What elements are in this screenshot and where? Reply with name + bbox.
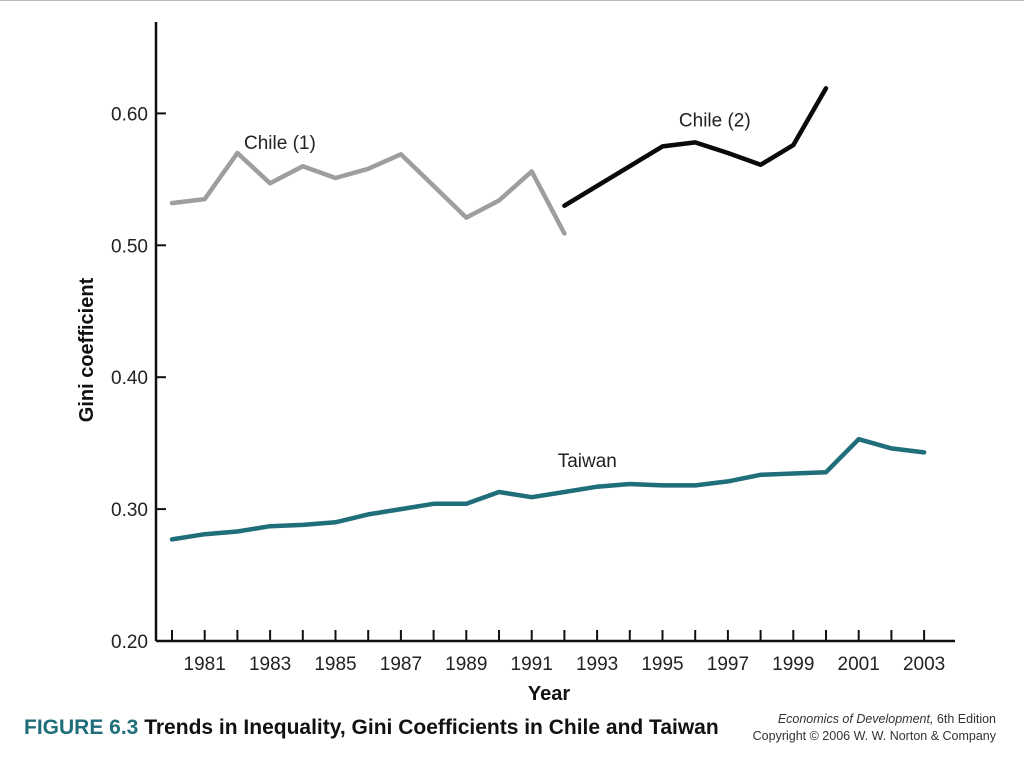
x-tick-label: 1983 bbox=[249, 654, 291, 675]
publisher-credit: Economics of Development, 6th Edition Co… bbox=[753, 711, 996, 745]
book-title: Economics of Development, bbox=[777, 712, 934, 726]
top-border bbox=[0, 0, 1024, 1]
x-tick-label: 2003 bbox=[903, 654, 945, 675]
copyright-line: Copyright © 2006 W. W. Norton & Company bbox=[752, 729, 996, 743]
y-tick-label: 0.50 bbox=[111, 236, 148, 257]
axes bbox=[154, 22, 955, 643]
x-tick-label: 1989 bbox=[445, 654, 487, 675]
x-tick-label: 1985 bbox=[314, 654, 356, 675]
gini-line-chart: 0.200.300.400.500.60 1981 1983 1985 1987 198… bbox=[76, 22, 955, 700]
book-line: Economics of Development, 6th Edition bbox=[753, 711, 996, 728]
series-lines bbox=[169, 86, 927, 542]
series-label-chile-2: Chile (2) bbox=[679, 111, 751, 132]
figure-caption: FIGURE 6.3 Trends in Inequality, Gini Co… bbox=[24, 716, 719, 740]
y-axis-ticks: 0.20 0.30 0.40 0.50 0.60 bbox=[111, 104, 166, 653]
x-axis-ticks: 1981 1983 1985 1987 1989 1991 1993 1995 1997 1999… bbox=[171, 630, 945, 675]
series-line-chile-2 bbox=[562, 86, 829, 208]
x-tick-label: 1993 bbox=[576, 654, 618, 675]
figure-title: Trends in Inequality, Gini Coefficients … bbox=[144, 716, 719, 739]
series-line-chile-1 bbox=[169, 150, 567, 236]
x-tick-label: 1987 bbox=[380, 654, 422, 675]
x-tick-label: 2001 bbox=[838, 654, 880, 675]
y-tick-label: 0.40 bbox=[111, 368, 148, 389]
series-line-taiwan bbox=[169, 436, 927, 542]
x-tick-label: 1999 bbox=[772, 654, 814, 675]
x-tick-label: 1981 bbox=[184, 654, 226, 675]
x-tick-label: 1997 bbox=[707, 654, 749, 675]
x-tick-label: 1995 bbox=[641, 654, 683, 675]
y-axis-title: Gini coefficient bbox=[76, 277, 98, 422]
y-tick-label: 0.30 bbox=[111, 500, 148, 521]
series-label-chile-1: Chile (1) bbox=[244, 133, 316, 154]
y-tick-label: 0.60 bbox=[111, 104, 148, 125]
series-label-taiwan: Taiwan bbox=[558, 451, 617, 472]
series-labels: Chile (1) Chile (2) Taiwan bbox=[244, 111, 751, 472]
x-axis-title: Year bbox=[528, 683, 570, 700]
x-tick-label: 1991 bbox=[511, 654, 553, 675]
figure-label: FIGURE 6.3 bbox=[24, 716, 139, 739]
book-edition: 6th Edition bbox=[933, 712, 996, 726]
y-tick-label: 0.20 bbox=[111, 632, 148, 653]
